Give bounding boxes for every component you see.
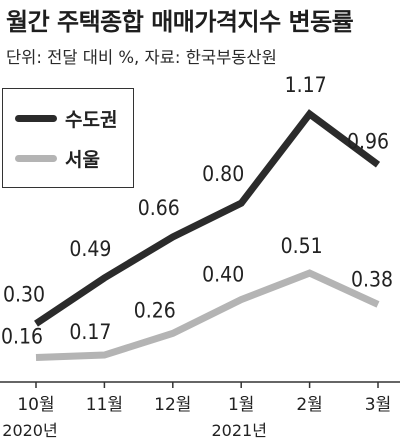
x-tick-label: 11월 (86, 395, 123, 415)
data-label-seoul: 0.40 (202, 263, 244, 287)
series-line-capital (34, 109, 381, 327)
chart-title: 월간 주택종합 매매가격지수 변동률 (6, 8, 354, 36)
year-label: 2020년 (2, 421, 57, 440)
data-label-capital: 0.96 (347, 130, 389, 154)
data-label-capital: 0.80 (202, 162, 244, 186)
data-label-capital: 1.17 (285, 73, 327, 97)
x-tick-label: 12월 (154, 395, 191, 415)
x-tick-label: 1월 (228, 395, 254, 415)
data-label-capital: 0.49 (69, 237, 111, 261)
legend-label-capital: 수도권 (65, 109, 118, 131)
year-label: 2021년 (211, 421, 266, 440)
x-tick-label: 3월 (365, 395, 391, 415)
x-tick-label: 2월 (296, 395, 322, 415)
data-label-capital: 0.66 (138, 196, 180, 220)
series-line-seoul (35, 269, 380, 361)
legend-item-seoul: 서울 (15, 145, 100, 172)
data-label-seoul: 0.38 (351, 267, 393, 291)
legend-swatch-seoul (15, 155, 57, 162)
legend: 수도권 서울 (2, 88, 134, 188)
data-label-seoul: 0.16 (1, 324, 43, 348)
legend-item-capital: 수도권 (15, 105, 117, 132)
data-label-seoul: 0.17 (69, 320, 111, 344)
legend-label-seoul: 서울 (65, 149, 100, 171)
data-label-capital: 0.30 (3, 283, 45, 307)
chart-subtitle: 단위: 전달 대비 %, 자료: 한국부동산원 (6, 48, 277, 67)
x-tick-label: 10월 (17, 395, 54, 415)
legend-swatch-capital (15, 115, 57, 122)
data-label-seoul: 0.26 (134, 298, 176, 322)
data-label-seoul: 0.51 (281, 234, 323, 258)
